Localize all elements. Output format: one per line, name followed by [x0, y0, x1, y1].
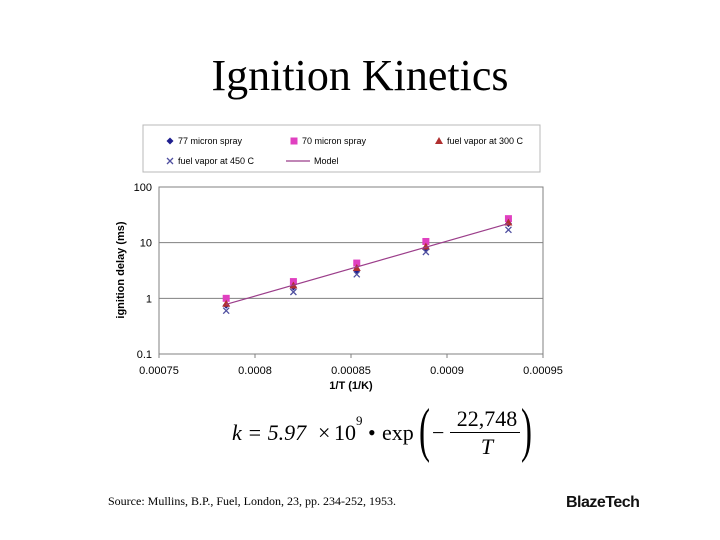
data-point [422, 237, 430, 245]
y-tick-label: 10 [140, 238, 152, 250]
y-tick-label: 1 [146, 293, 152, 305]
equation-lhs: k = 5.97 [232, 420, 307, 445]
legend-swatch [290, 137, 298, 145]
model-line [226, 223, 509, 305]
source-citation: Source: Mullins, B.P., Fuel, London, 23,… [108, 494, 397, 508]
equation-left-paren: ( [419, 397, 430, 463]
legend-swatch [166, 157, 174, 165]
equation-exp: exp [382, 420, 414, 445]
equation-fraction-bar [450, 432, 520, 433]
x-tick-label: 0.00095 [523, 365, 563, 377]
y-tick-label: 100 [134, 182, 152, 194]
data-point [222, 307, 230, 315]
legend: 77 micron spray 70 micron spray fuel vapor… [166, 136, 524, 166]
equation-right-paren: ) [521, 397, 532, 463]
legend-label: fuel vapor at 450 C [178, 156, 255, 166]
data-series [222, 215, 513, 315]
equation-exponent: 9 [356, 413, 363, 428]
equation-minus: − [432, 420, 445, 445]
legend-label: 77 micron spray [178, 136, 243, 146]
legend-swatch [435, 137, 443, 144]
x-tick-label: 0.0009 [430, 365, 464, 377]
legend-swatch [166, 137, 174, 145]
equation-bullet: • [368, 420, 376, 445]
legend-label: fuel vapor at 300 C [447, 136, 524, 146]
legend-box [142, 124, 541, 173]
x-axis-label: 1/T (1/K) [329, 380, 373, 392]
x-tick-label: 0.0008 [238, 365, 272, 377]
data-point [222, 294, 230, 302]
data-point [289, 288, 297, 296]
equation-base: 10 [334, 420, 356, 445]
legend-label: 70 micron spray [302, 136, 367, 146]
x-axis-ticks: 0.00075 0.0008 0.00085 0.0009 0.00095 [139, 354, 563, 377]
x-tick-label: 0.00085 [331, 365, 371, 377]
legend-label: Model [314, 156, 339, 166]
y-tick-label: 0.1 [137, 349, 152, 361]
data-point [422, 248, 430, 256]
data-point [504, 226, 512, 234]
grid-lines [159, 242, 543, 299]
plot-area-frame [158, 186, 544, 355]
slide-title: Ignition Kinetics [211, 51, 509, 100]
data-point [222, 299, 231, 307]
equation-numerator: 22,748 [456, 406, 518, 431]
data-point [353, 270, 361, 278]
y-axis-ticks: 0.1 1 10 100 [134, 182, 152, 361]
x-tick-label: 0.00075 [139, 365, 179, 377]
equation-times: × [318, 420, 331, 445]
y-axis-label: ignition delay (ms) [115, 221, 127, 319]
data-point [353, 259, 361, 267]
blazetech-logo: BlazeTech [566, 494, 640, 511]
equation-denominator: T [480, 434, 494, 459]
